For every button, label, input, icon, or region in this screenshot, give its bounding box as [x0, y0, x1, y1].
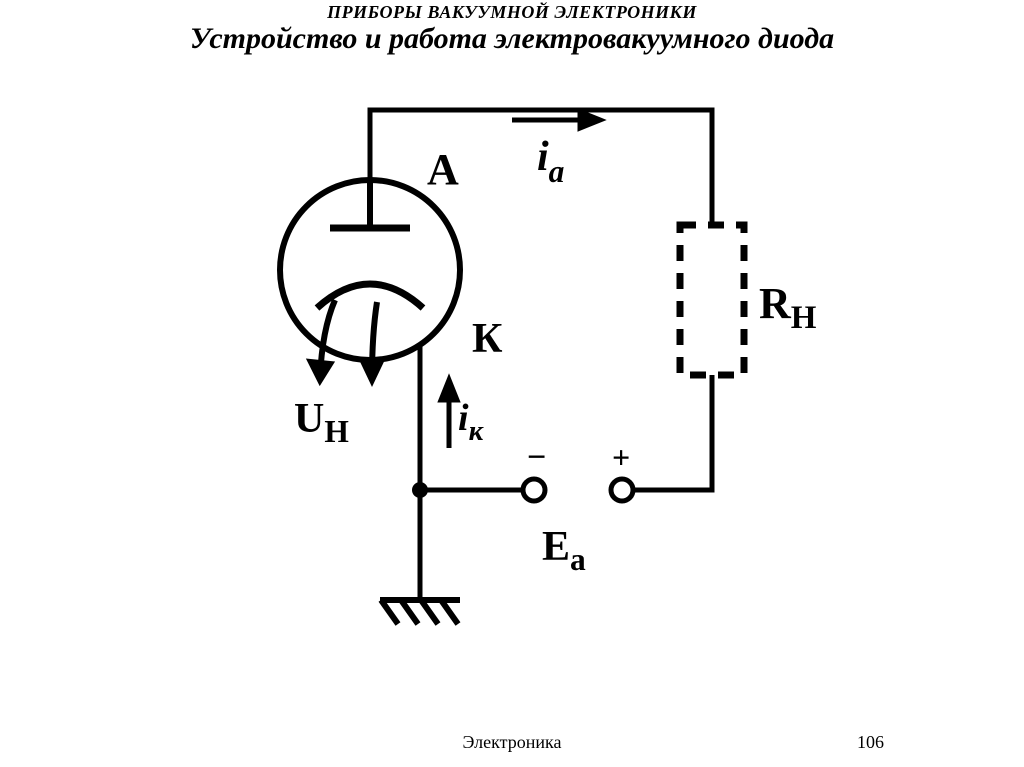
header-main: Устройство и работа электровакуумного ди…	[0, 22, 1024, 56]
label-Ea: Ea	[542, 524, 586, 577]
ik-arrow	[441, 380, 457, 448]
footer-page: 106	[857, 732, 884, 753]
label-A: А	[427, 145, 459, 194]
terminal-minus	[523, 479, 545, 501]
label-ia: ia	[537, 134, 564, 189]
wire-load-to-plus	[633, 375, 712, 490]
load-resistor	[680, 225, 744, 375]
label-plus: +	[612, 439, 630, 475]
header-small: ПРИБОРЫ ВАКУУМНОЙ ЭЛЕКТРОНИКИ	[0, 2, 1024, 23]
label-minus: −	[527, 439, 546, 476]
ground-symbol	[380, 600, 460, 624]
terminal-plus	[611, 479, 633, 501]
label-ik: iк	[458, 397, 485, 447]
label-K: К	[472, 316, 503, 362]
ia-arrow	[512, 112, 600, 128]
label-UH: UН	[294, 396, 349, 449]
heater-arrows	[311, 300, 381, 380]
label-RH: RН	[759, 279, 817, 336]
circuit-diagram: А ia К UН iк RН Ea − +	[262, 80, 822, 680]
